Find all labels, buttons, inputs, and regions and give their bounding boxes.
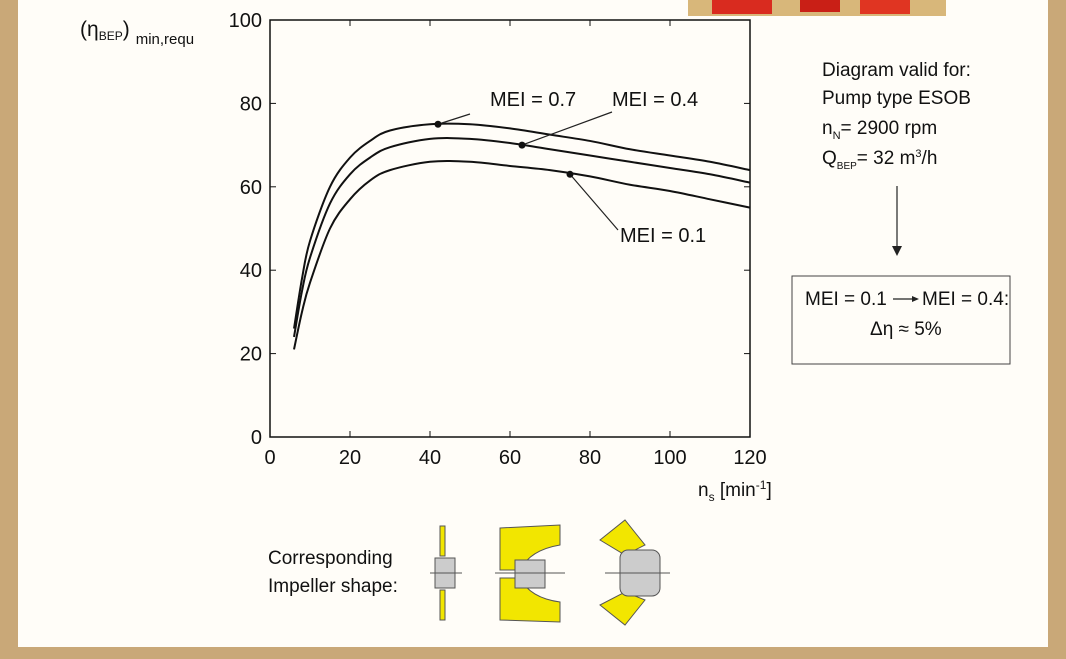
box-text: MEI = 0.4: <box>922 289 1009 310</box>
impeller-mixed <box>495 524 565 623</box>
series-label: MEI = 0.4 <box>612 89 698 111</box>
note-part: /h <box>922 148 938 169</box>
note-part: BEP <box>837 161 857 172</box>
series-line <box>293 122 751 329</box>
series-line <box>293 159 751 350</box>
note-part: = 32 m <box>857 148 916 169</box>
box-arrow-head <box>912 296 919 302</box>
y-label-part: min,requ <box>136 31 194 48</box>
note-text: Diagram valid for: <box>822 60 971 81</box>
x-tick-label: 0 <box>264 447 275 469</box>
x-label-part: ] <box>766 480 771 501</box>
x-label-part: -1 <box>756 478 767 492</box>
top-image-fragment <box>688 0 946 16</box>
annotation-point <box>434 120 442 128</box>
note-part: = 2900 rpm <box>841 118 938 139</box>
annotation-leader <box>569 173 619 231</box>
y-label-part: (η <box>80 18 99 41</box>
x-label-part: s <box>709 490 715 504</box>
note-part: n <box>822 118 833 139</box>
x-axis-label: ns [min-1] <box>698 478 772 504</box>
notes: Diagram valid for: Pump type ESOB nN= 29… <box>791 60 1011 365</box>
y-tick-label: 20 <box>240 344 262 366</box>
y-tick-label: 40 <box>240 260 262 282</box>
series-label: MEI = 0.1 <box>620 225 706 247</box>
x-tick-label: 120 <box>733 447 766 469</box>
x-tick-label: 20 <box>339 447 361 469</box>
y-label-part: ) <box>123 18 130 41</box>
annotation-leader <box>437 113 471 125</box>
note-text: Pump type ESOB <box>822 88 971 109</box>
x-tick-label: 60 <box>499 447 521 469</box>
series-label: MEI = 0.7 <box>490 89 576 111</box>
impeller-text: Corresponding <box>268 548 393 569</box>
x-label-part: n <box>698 480 709 501</box>
note-part: Q <box>822 148 837 169</box>
annotation-leader <box>521 111 613 146</box>
impeller-axial <box>599 519 670 626</box>
impeller-radial <box>430 525 462 621</box>
box-text: Δη ≈ 5% <box>870 319 942 340</box>
note-part: 3 <box>915 148 921 160</box>
x-tick-label: 40 <box>419 447 441 469</box>
box-text: MEI = 0.1 <box>805 289 887 310</box>
x-tick-label: 80 <box>579 447 601 469</box>
y-label-part: BEP <box>99 29 123 43</box>
x-tick-label: 100 <box>653 447 686 469</box>
series-line <box>293 137 751 338</box>
impeller-section: Corresponding Impeller shape: <box>268 519 670 626</box>
note-text: QBEP= 32 m3/h <box>822 148 937 172</box>
arrow-head <box>892 246 902 256</box>
y-axis-label: (ηBEP) min,requ <box>80 18 194 48</box>
note-text: nN= 2900 rpm <box>822 118 937 142</box>
y-tick-label: 60 <box>240 177 262 199</box>
result-box <box>791 275 1011 365</box>
note-part: N <box>833 130 841 142</box>
impeller-text: Impeller shape: <box>268 576 398 597</box>
y-tick-label: 80 <box>240 93 262 115</box>
y-tick-label: 0 <box>251 427 262 449</box>
x-label-part: [min <box>715 480 756 501</box>
annotation-point <box>566 170 574 178</box>
annotation-point <box>518 141 526 149</box>
y-tick-label: 100 <box>229 10 262 32</box>
